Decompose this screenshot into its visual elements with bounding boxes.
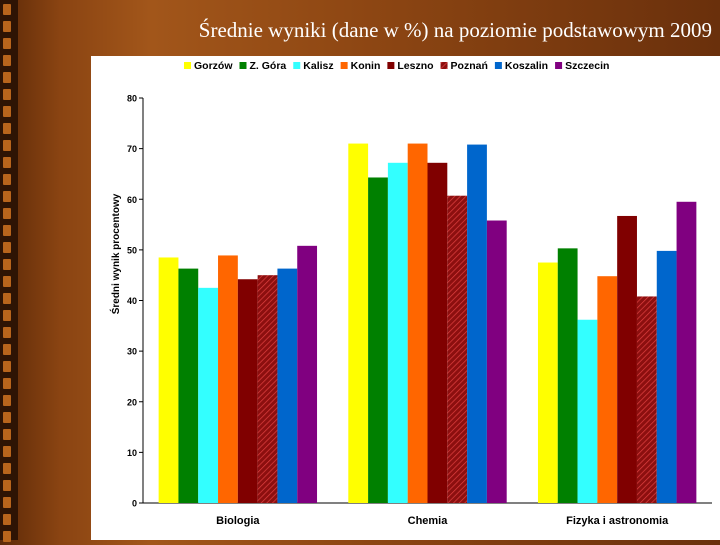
bar-4-2 (617, 215, 637, 504)
film-hole (3, 157, 11, 168)
film-hole (3, 446, 11, 457)
legend-label-4: Leszno (397, 60, 433, 72)
bar-6-0 (277, 268, 298, 503)
bar-7-1 (486, 220, 507, 503)
film-hole (3, 38, 11, 49)
legend-swatch-4 (387, 62, 395, 69)
x-tick-label: Chemia (408, 515, 449, 527)
bar-4-0 (237, 279, 258, 503)
bar-3-0 (218, 255, 238, 503)
legend-label-0: Gorzów (194, 60, 233, 72)
film-hole (3, 140, 11, 151)
legend-label-2: Kalisz (303, 60, 333, 72)
bar-6-1 (467, 144, 487, 503)
chart-bars: Biologia Chemia Fizyka i astronomia (158, 143, 697, 527)
film-hole (3, 463, 11, 474)
y-tick-label: 30 (127, 347, 137, 357)
y-tick-label: 20 (127, 397, 137, 407)
legend-label-5: Poznań (451, 60, 488, 72)
film-hole (3, 276, 11, 287)
film-hole (3, 531, 11, 542)
bar-5-1 (447, 195, 468, 504)
legend-label-6: Koszalin (505, 60, 548, 72)
bar-2-1 (387, 162, 408, 504)
y-tick-label: 80 (127, 94, 137, 104)
film-hole (3, 191, 11, 202)
bar-6-2 (656, 250, 677, 503)
legend-swatch-6 (494, 62, 502, 69)
film-hole (3, 514, 11, 525)
film-hole (3, 293, 11, 304)
bar-7-2 (676, 201, 697, 503)
film-hole (3, 395, 11, 406)
bar-chart: Gorzów Z. Góra Kalisz Konin Leszno Poznań Kosz… (109, 60, 712, 527)
y-tick-label: 60 (127, 195, 137, 205)
film-hole (3, 344, 11, 355)
bar-3-2 (597, 276, 618, 503)
film-hole (3, 242, 11, 253)
film-hole (3, 72, 11, 83)
bar-3-1 (407, 143, 428, 503)
film-hole (3, 480, 11, 491)
y-axis-label: Średni wynik procentowy (109, 193, 122, 314)
y-tick-label: 70 (127, 144, 137, 154)
legend-swatch-0 (184, 62, 191, 69)
bar-0-1 (348, 143, 369, 503)
bar-7-0 (297, 245, 318, 503)
x-tick-label: Biologia (216, 515, 260, 527)
legend-label-3: Konin (351, 60, 381, 72)
film-hole (3, 497, 11, 508)
film-hole (3, 89, 11, 100)
bar-1-1 (368, 177, 388, 503)
bar-1-0 (178, 268, 199, 503)
legend-swatch-3 (340, 62, 348, 69)
film-hole (3, 327, 11, 338)
slide-title: Średnie wyniki (dane w %) na poziomie po… (198, 18, 712, 42)
bar-0-2 (537, 262, 558, 503)
film-hole (3, 429, 11, 440)
bar-0-0 (158, 257, 179, 503)
bar-5-2 (636, 296, 657, 503)
film-hole (3, 106, 11, 117)
legend-swatch-2 (293, 62, 301, 69)
bar-5-0 (257, 275, 278, 503)
legend-swatch-5 (440, 62, 448, 69)
y-tick-label: 40 (127, 296, 137, 306)
y-tick-label: 0 (132, 499, 137, 509)
bar-4-1 (427, 162, 448, 504)
film-hole (3, 412, 11, 423)
film-hole (3, 259, 11, 270)
legend-swatch-7 (555, 62, 563, 69)
film-hole (3, 21, 11, 32)
film-hole (3, 55, 11, 66)
film-hole (3, 310, 11, 321)
bar-1-2 (557, 248, 578, 503)
film-hole (3, 4, 11, 15)
chart-area: Gorzów Z. Góra Kalisz Konin Leszno Poznań Kosz… (91, 56, 720, 540)
legend-label-7: Szczecin (565, 60, 609, 72)
film-hole (3, 225, 11, 236)
y-tick-label: 10 (127, 448, 137, 458)
film-hole (3, 174, 11, 185)
legend-label-1: Z. Góra (250, 60, 287, 72)
film-hole (3, 123, 11, 134)
y-tick-label: 50 (127, 245, 137, 255)
film-hole (3, 361, 11, 372)
bar-2-0 (198, 287, 219, 503)
bar-2-2 (577, 319, 598, 503)
legend-swatch-1 (239, 62, 247, 69)
film-hole (3, 378, 11, 389)
chart-legend: Gorzów Z. Góra Kalisz Konin Leszno Poznań Kosz… (184, 60, 609, 72)
x-tick-label: Fizyka i astronomia (566, 515, 669, 527)
film-strip-decoration (0, 0, 18, 542)
film-hole (3, 208, 11, 219)
